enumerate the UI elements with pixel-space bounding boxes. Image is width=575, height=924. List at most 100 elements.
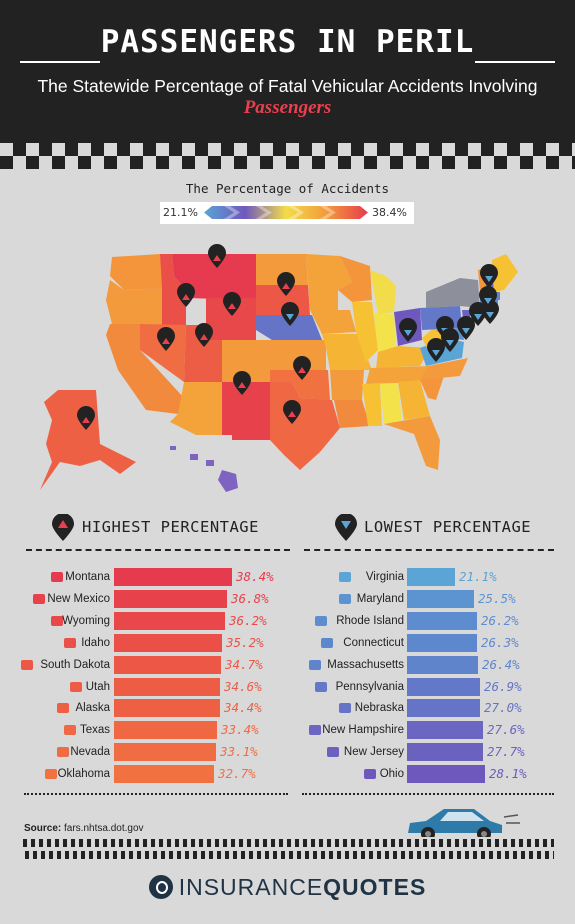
bar bbox=[407, 721, 483, 739]
bar-label: Massachusetts bbox=[327, 659, 404, 671]
bar-value-label: 21.1% bbox=[459, 569, 497, 584]
map-state-illinois bbox=[352, 302, 378, 362]
bar-value-label: 36.2% bbox=[229, 613, 267, 628]
bar-row: New Jersey 27.7% bbox=[0, 743, 575, 761]
map-state-washington bbox=[110, 254, 164, 290]
bar bbox=[407, 590, 474, 608]
state-shape-icon bbox=[21, 660, 33, 670]
state-shape-icon bbox=[57, 703, 69, 713]
title-rule-right bbox=[475, 61, 555, 63]
bar-value-label: 27.7% bbox=[487, 744, 525, 759]
state-shape-icon bbox=[339, 572, 351, 582]
bar-label: Oklahoma bbox=[57, 768, 110, 780]
bar bbox=[114, 656, 221, 674]
map-state-oregon bbox=[106, 280, 162, 325]
marker-texas bbox=[283, 400, 301, 424]
marker-ohio bbox=[399, 318, 417, 342]
state-shape-icon bbox=[57, 747, 69, 757]
bar-value-label: 35.2% bbox=[226, 635, 264, 650]
bar-value-label: 34.4% bbox=[224, 700, 262, 715]
map-state-colorado bbox=[222, 340, 272, 382]
map-state-michigan bbox=[370, 270, 396, 314]
map-state-iowa bbox=[310, 310, 356, 334]
marker-massachusetts bbox=[479, 286, 497, 310]
bar bbox=[114, 678, 220, 696]
state-shape-icon bbox=[327, 747, 339, 757]
state-shape-icon bbox=[339, 594, 351, 604]
bar bbox=[114, 568, 232, 586]
state-shape-icon bbox=[321, 638, 333, 648]
bar-value-label: 27.0% bbox=[484, 700, 522, 715]
bar bbox=[114, 590, 227, 608]
state-shape-icon bbox=[315, 616, 327, 626]
bar-row: Rhode Island 26.2% bbox=[0, 612, 575, 630]
highest-divider bbox=[26, 549, 290, 551]
bar-label: Idaho bbox=[81, 637, 110, 649]
subtitle-accent: Passengers bbox=[243, 97, 332, 118]
source-text: fars.nhtsa.dot.gov bbox=[64, 823, 144, 834]
bar-value-label: 28.1% bbox=[489, 766, 527, 781]
map-state-new-mexico bbox=[222, 382, 270, 440]
bar-label: New Hampshire bbox=[322, 724, 404, 736]
bar-row: Virginia 21.1% bbox=[0, 568, 575, 586]
map-state-alabama bbox=[380, 384, 402, 424]
map-state-california bbox=[106, 324, 184, 414]
bar bbox=[114, 612, 225, 630]
map-markers-lowest bbox=[281, 264, 499, 362]
insurancequotes-logo-icon bbox=[148, 875, 173, 899]
page-title: PASSENGERS IN PERIL bbox=[100, 24, 475, 60]
map-state-hawaii-3 bbox=[206, 460, 214, 466]
map-state-arizona bbox=[170, 382, 222, 435]
bar-row: Nevada 33.1% bbox=[0, 743, 575, 761]
bar-label: Nebraska bbox=[354, 702, 404, 714]
brand-logo[interactable]: INSURANCEQUOTES bbox=[0, 874, 575, 901]
map-state-oklahoma bbox=[270, 370, 330, 400]
bar bbox=[407, 568, 455, 586]
bar-label: New Jersey bbox=[343, 746, 404, 758]
bar bbox=[407, 678, 480, 696]
bar bbox=[114, 721, 217, 739]
bar-value-label: 33.1% bbox=[220, 744, 258, 759]
map-state-south-carolina bbox=[420, 376, 444, 400]
map-state-wisconsin bbox=[338, 256, 372, 302]
state-shape-icon bbox=[33, 594, 45, 604]
highest-bottom-divider bbox=[24, 793, 288, 795]
map-state-wyoming bbox=[206, 298, 256, 340]
source-note: Source: fars.nhtsa.dot.gov bbox=[24, 823, 144, 834]
marker-idaho bbox=[177, 283, 195, 307]
map-state-indiana bbox=[374, 314, 396, 352]
map-state-florida bbox=[384, 416, 440, 470]
marker-virginia bbox=[427, 338, 445, 362]
bar bbox=[114, 765, 214, 783]
map-state-minnesota bbox=[306, 254, 352, 310]
bar bbox=[407, 656, 478, 674]
state-shape-icon bbox=[45, 769, 57, 779]
bar-label: Utah bbox=[85, 681, 110, 693]
state-shape-icon bbox=[64, 638, 76, 648]
state-shape-icon bbox=[315, 682, 327, 692]
marker-nevada bbox=[157, 327, 175, 351]
bar-label: Montana bbox=[65, 571, 110, 583]
map-state-utah bbox=[184, 325, 222, 382]
bar-value-label: 25.5% bbox=[478, 591, 516, 606]
map-state-alaska bbox=[40, 390, 136, 490]
state-shape-icon bbox=[364, 769, 376, 779]
legend-min-label: 21.1% bbox=[163, 206, 198, 219]
bar-row: South Dakota 34.7% bbox=[0, 656, 575, 674]
map-state-hawaii bbox=[170, 446, 176, 450]
marker-alaska bbox=[77, 406, 95, 430]
state-shape-icon bbox=[51, 572, 63, 582]
bar bbox=[407, 699, 480, 717]
bar bbox=[407, 612, 477, 630]
bar-value-label: 26.3% bbox=[481, 635, 519, 650]
bar-row: Wyoming 36.2% bbox=[0, 612, 575, 630]
highest-section-title: HIGHEST PERCENTAGE bbox=[82, 518, 259, 536]
map-state-kentucky bbox=[376, 346, 430, 368]
bar-row: Utah 34.6% bbox=[0, 678, 575, 696]
map-state-missouri bbox=[322, 334, 372, 370]
marker-maryland bbox=[441, 328, 459, 352]
bar-value-label: 32.7% bbox=[218, 766, 256, 781]
map-state-georgia bbox=[398, 380, 430, 420]
map-state-north-dakota bbox=[256, 254, 308, 285]
map-state-maine bbox=[492, 254, 518, 292]
